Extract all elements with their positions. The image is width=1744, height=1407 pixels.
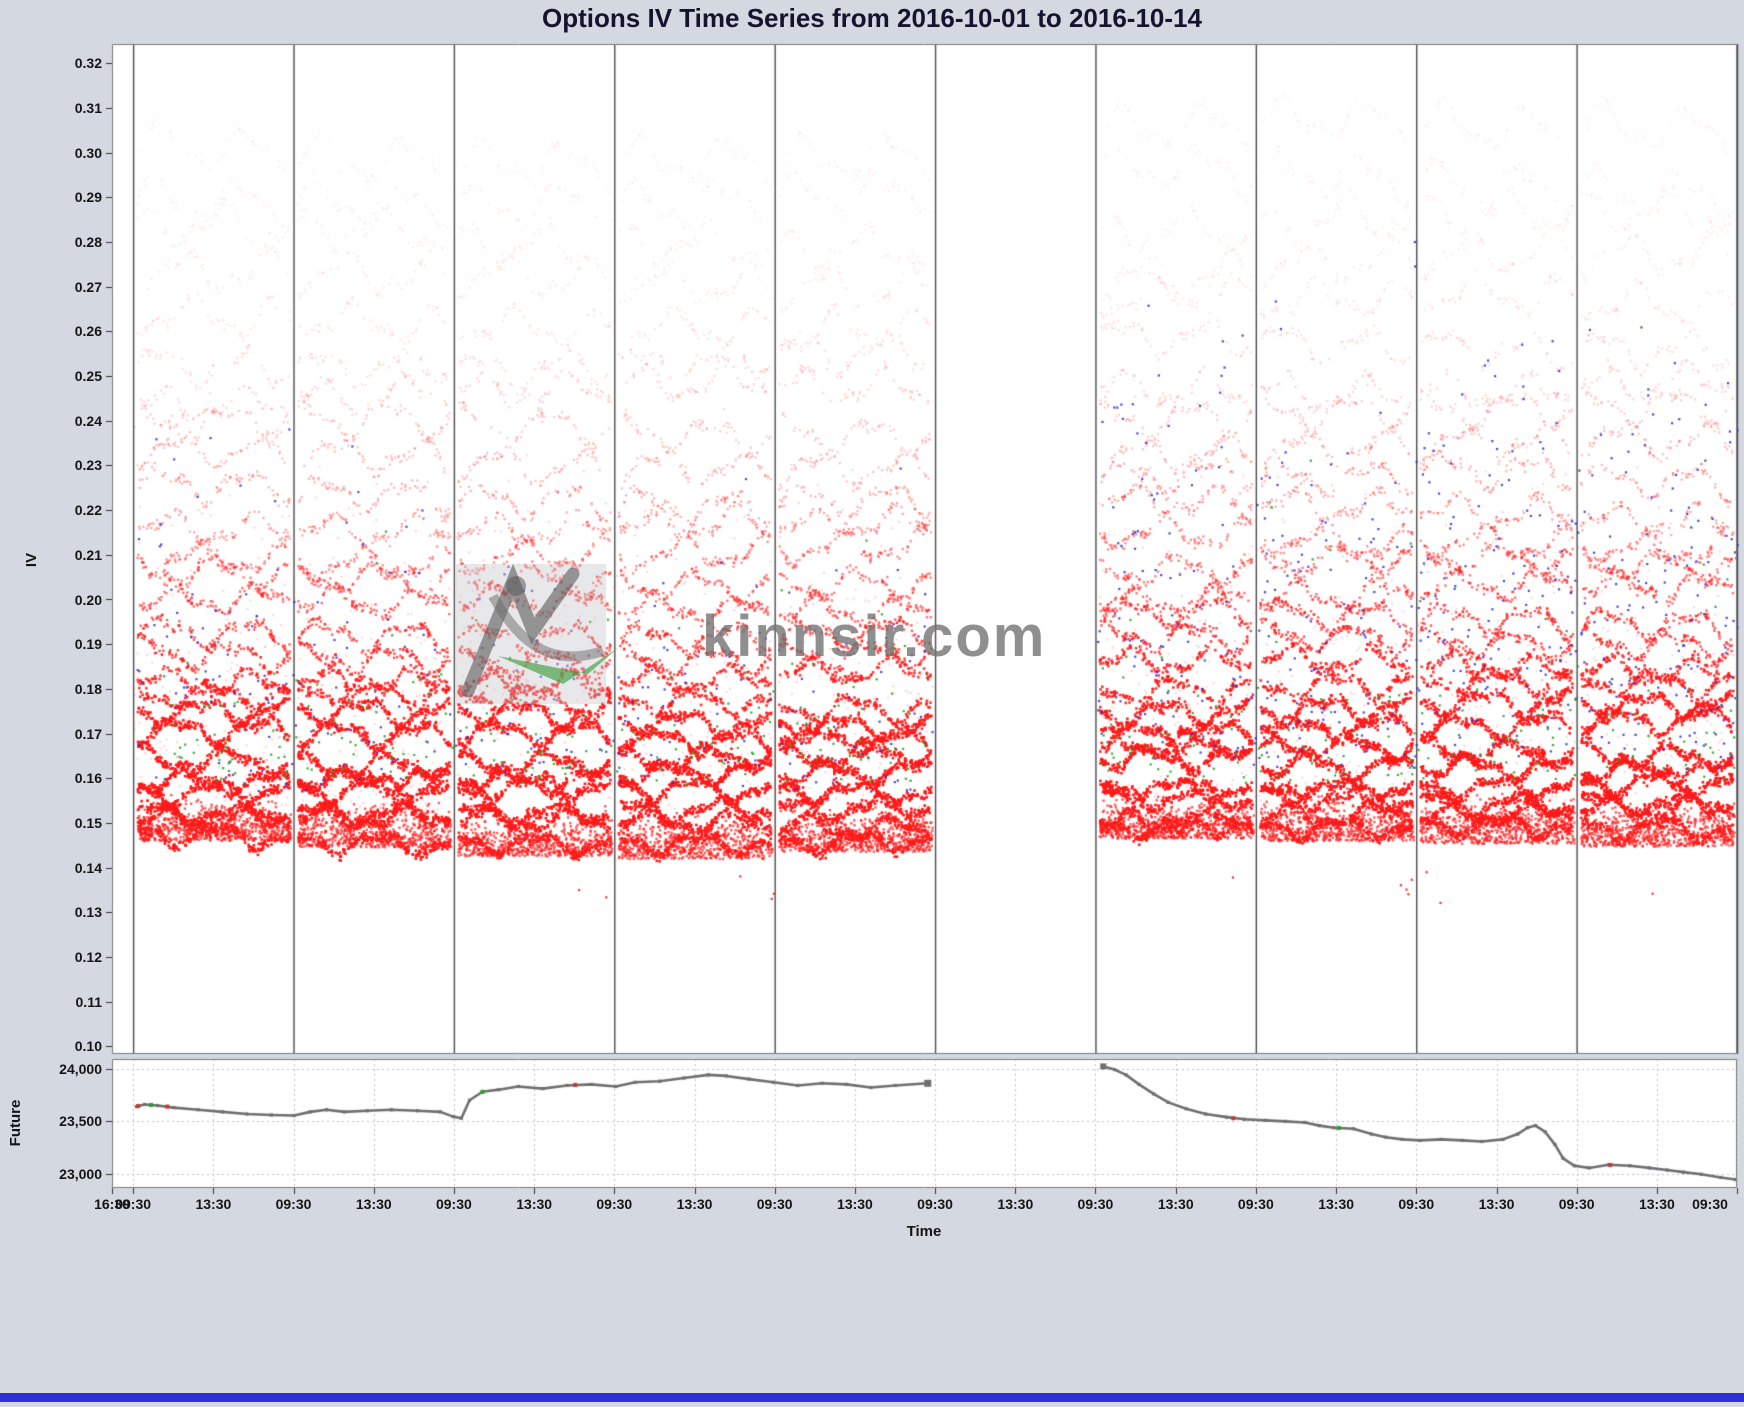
main-y-tick-label: 0.10 — [74, 1038, 102, 1055]
main-y-tick-label: 0.11 — [75, 993, 102, 1010]
x-tick-label: 09:30 — [1398, 1196, 1435, 1212]
main-y-tick-label: 0.18 — [74, 680, 102, 697]
main-y-tick-label: 0.28 — [74, 233, 102, 250]
x-tick-label: 13:30 — [676, 1196, 713, 1212]
x-tick-label: 09:30 — [1692, 1196, 1728, 1212]
main-y-tick-label: 0.12 — [74, 949, 102, 966]
main-y-tick-label: 0.27 — [74, 278, 102, 295]
sub-y-tick-label: 23,000 — [59, 1166, 102, 1183]
x-tick-label: 13:30 — [516, 1196, 553, 1212]
main-y-tick-label: 0.23 — [74, 457, 102, 474]
x-tick-label: 09:30 — [435, 1196, 472, 1212]
main-y-axis-label: IV — [23, 552, 40, 568]
main-y-tick-label: 0.26 — [74, 323, 102, 340]
main-y-tick-label: 0.30 — [74, 144, 102, 161]
main-y-tick-label: 0.31 — [74, 99, 102, 116]
main-y-tick-label: 0.17 — [74, 725, 102, 742]
chart-title: Options IV Time Series from 2016-10-01 t… — [542, 3, 1202, 33]
main-y-tick-label: 0.20 — [74, 591, 102, 608]
main-y-tick-label: 0.16 — [74, 770, 102, 787]
x-tick-label: 13:30 — [837, 1196, 873, 1212]
main-y-tick-label: 0.13 — [74, 904, 102, 921]
x-tick-label: 13:30 — [355, 1196, 392, 1212]
x-tick-label: 13:30 — [1638, 1196, 1675, 1212]
main-y-tick-label: 0.22 — [74, 502, 102, 519]
sub-y-tick-label: 23,500 — [59, 1113, 102, 1130]
x-tick-label: 09:30 — [115, 1196, 152, 1212]
main-y-tick-label: 0.21 — [74, 546, 102, 563]
x-tick-label: 09:30 — [756, 1196, 793, 1212]
x-tick-label: 09:30 — [1077, 1196, 1114, 1212]
main-y-tick-label: 0.32 — [74, 55, 102, 72]
x-tick-label: 13:30 — [1157, 1196, 1194, 1212]
bottom-window-bar — [0, 1393, 1744, 1402]
x-tick-label: 09:30 — [1558, 1196, 1595, 1212]
x-tick-label: 16:30 — [94, 1196, 130, 1212]
x-tick-label: 13:30 — [1478, 1196, 1515, 1212]
main-y-tick-label: 0.24 — [74, 412, 102, 429]
main-y-tick-label: 0.14 — [74, 859, 102, 876]
x-axis-label: Time — [906, 1223, 942, 1240]
x-tick-label: 13:30 — [195, 1196, 232, 1212]
main-y-tick-label: 0.29 — [74, 189, 102, 206]
x-tick-label: 13:30 — [997, 1196, 1034, 1212]
main-y-tick-label: 0.25 — [74, 368, 102, 385]
x-tick-label: 09:30 — [275, 1196, 312, 1212]
main-y-tick-label: 0.19 — [74, 636, 102, 653]
x-tick-label: 09:30 — [917, 1196, 953, 1212]
x-tick-label: 13:30 — [1318, 1196, 1355, 1212]
main-y-tick-label: 0.15 — [74, 814, 102, 831]
x-tick-label: 09:30 — [596, 1196, 633, 1212]
sub-y-tick-label: 24,000 — [59, 1060, 102, 1077]
sub-y-axis-label: Future — [7, 1099, 24, 1147]
x-tick-label: 09:30 — [1237, 1196, 1274, 1212]
